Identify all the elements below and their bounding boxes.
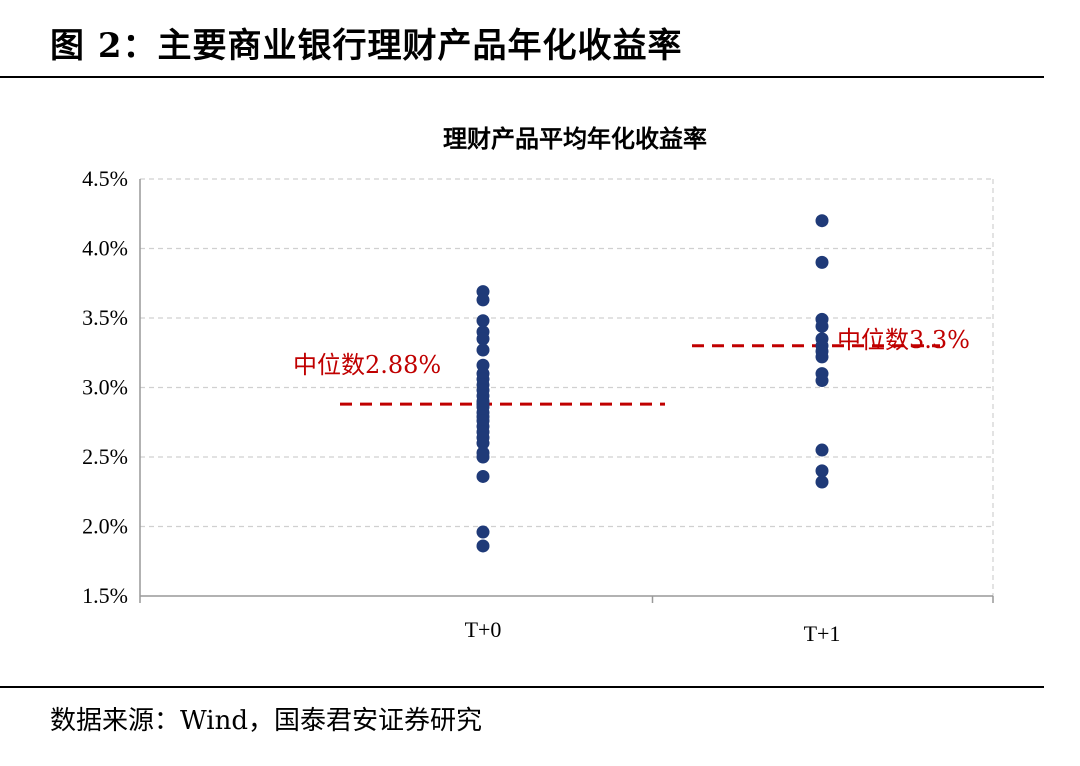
data-points (476, 214, 829, 553)
data-point (815, 255, 829, 269)
x-tick-label: T+0 (465, 617, 502, 642)
median-label: 中位数3.3% (837, 326, 970, 354)
data-point (476, 539, 490, 553)
data-point (476, 525, 490, 539)
y-tick-labels: 1.5% 2.0% 2.5% 3.0% 3.5% 4.0% 4.5% (82, 166, 128, 608)
x-tick-labels: T+0 T+1 (465, 617, 841, 646)
y-tick-label: 2.0% (82, 514, 128, 539)
data-point (476, 293, 490, 307)
data-point (476, 343, 490, 357)
chart-title: 理财产品平均年化收益率 (443, 124, 707, 153)
gridlines (140, 178, 994, 596)
data-point (815, 214, 829, 228)
data-point (815, 464, 829, 478)
data-point (476, 450, 490, 464)
data-point (476, 314, 490, 328)
x-tick-label: T+1 (804, 621, 841, 646)
data-point (476, 332, 490, 346)
source-note: 数据来源：Wind，国泰君安证券研究 (50, 706, 482, 736)
y-tick-label: 3.5% (82, 305, 128, 330)
y-tick-label: 4.5% (82, 166, 128, 191)
data-point (815, 443, 829, 457)
data-point (815, 374, 829, 388)
data-point (815, 350, 829, 364)
y-tick-label: 3.0% (82, 375, 128, 400)
figure-title: 图 2：主要商业银行理财产品年化收益率 (50, 26, 683, 66)
data-point (476, 469, 490, 483)
data-point (476, 436, 490, 450)
y-tick-label: 1.5% (82, 583, 128, 608)
data-point (815, 319, 829, 333)
axes (139, 179, 994, 603)
median-lines: 中位数2.88% 中位数3.3% (293, 326, 970, 406)
y-tick-label: 2.5% (82, 444, 128, 469)
y-tick-label: 4.0% (82, 236, 128, 261)
median-label: 中位数2.88% (293, 351, 441, 379)
top-rule (0, 76, 1044, 78)
bottom-rule (0, 686, 1044, 688)
data-point (815, 475, 829, 489)
